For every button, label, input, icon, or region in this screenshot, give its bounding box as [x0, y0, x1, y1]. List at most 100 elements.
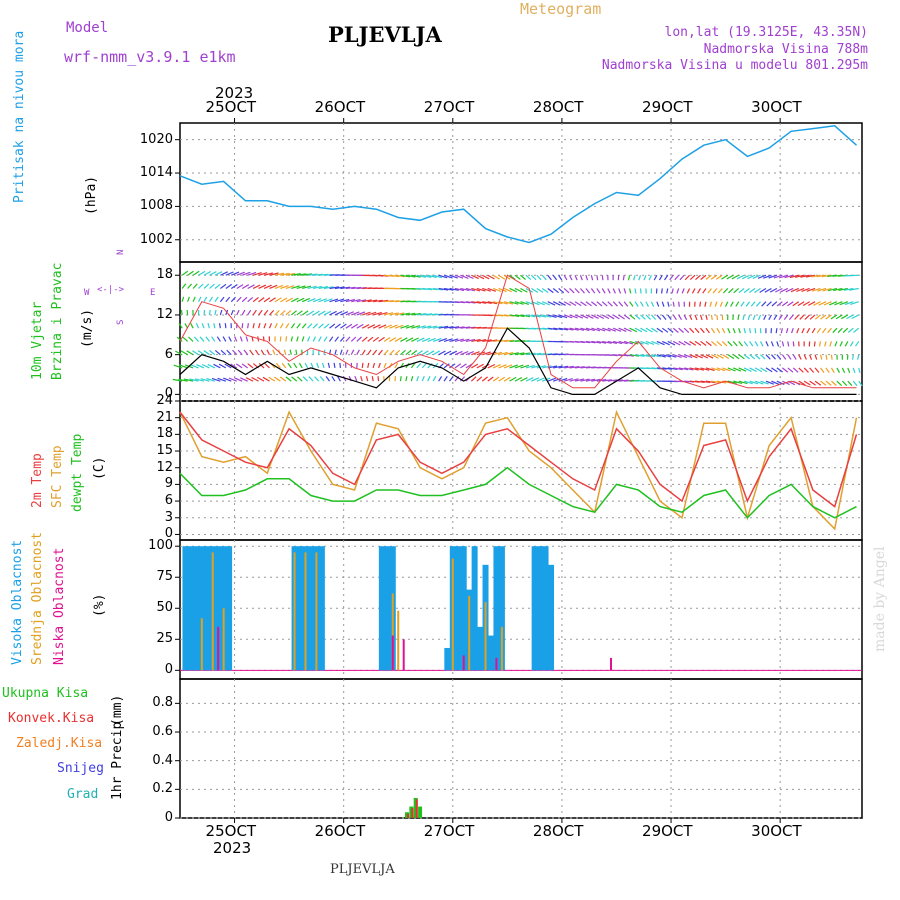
wind-barb [460, 350, 469, 356]
wind-barb [173, 364, 183, 369]
wind-barb [792, 354, 797, 360]
wind-barb [757, 274, 767, 279]
wind-barb [716, 340, 723, 347]
wind-barb [295, 349, 298, 355]
wind-barb [312, 285, 323, 290]
compass-w: W [84, 288, 90, 298]
wind-barb [712, 288, 718, 294]
wind-barb [694, 380, 705, 383]
wind-barb [503, 376, 511, 382]
high-cloud-bar [297, 546, 304, 671]
wind-barb [618, 340, 628, 345]
wind-unit: (m/s) [80, 308, 95, 348]
wind-barb [302, 376, 309, 382]
wind-barb [247, 309, 252, 316]
wind-barb [433, 287, 443, 291]
wind-barb [633, 275, 636, 281]
wind-barb [302, 273, 312, 276]
wind-barb [749, 341, 754, 347]
wind-barb [481, 376, 488, 382]
wind-barb [459, 376, 466, 382]
wind-barb [705, 327, 710, 334]
wind-barb [722, 367, 731, 372]
wind-barb [580, 378, 590, 382]
wind-barb [214, 283, 221, 289]
wind-barb [684, 367, 694, 371]
wind-barb [732, 327, 736, 334]
wind-barb [661, 314, 667, 320]
wind-barb [203, 283, 210, 289]
top-year-label: 2023 [215, 84, 254, 102]
wind-barb [830, 367, 835, 374]
wind-barb [607, 379, 618, 382]
wind-barb [822, 327, 827, 334]
wind-barb [697, 288, 702, 294]
pressure-unit: (hPa) [84, 175, 99, 215]
wind-barb [743, 380, 753, 385]
wind-barb [296, 323, 301, 329]
wind-barb [230, 363, 238, 369]
wind-barb [673, 367, 683, 371]
wind-barb [742, 274, 750, 280]
pressure-line [179, 125, 857, 244]
wind-barb [803, 380, 811, 386]
wind-barb [798, 367, 804, 373]
wind-barb [618, 379, 629, 382]
wind-label: 10m Vjetar [30, 301, 45, 380]
wind-barb [228, 377, 237, 382]
wind-barb [839, 341, 843, 347]
wind-barb [476, 376, 483, 382]
wind-barb [806, 327, 811, 334]
wind-barb [329, 298, 339, 303]
wind-barb [596, 314, 605, 320]
wind-barb [766, 301, 772, 307]
wind-barb [759, 341, 764, 347]
mid-cloud-bar [468, 595, 471, 671]
wind-barb [285, 285, 295, 290]
wind-barb [383, 324, 393, 329]
wind-barb [814, 354, 818, 360]
wind-barb [842, 327, 849, 334]
wind-barb [514, 314, 525, 318]
wind-barb [629, 314, 636, 320]
wind-barb [745, 301, 751, 307]
wind-barb [181, 296, 185, 302]
wind-barb [684, 274, 691, 281]
wind-barb [831, 380, 837, 386]
watermark: made by Angel [872, 546, 888, 653]
wind-barb [704, 301, 707, 307]
wind-barb [709, 301, 712, 307]
wind-barb [785, 287, 794, 293]
wind-barb [740, 301, 745, 307]
wind-barb [274, 284, 284, 290]
wind-barb [226, 349, 232, 356]
y-tick-label: 1002 [139, 231, 173, 247]
bottom-x-tick-label: 30OCT [751, 822, 802, 840]
wind-barb [378, 336, 385, 342]
wind-barb [482, 301, 492, 304]
wind-barb [558, 288, 565, 294]
wind-barb [339, 362, 342, 368]
wind-barb [230, 296, 236, 303]
y-tick-label: 18 [156, 426, 173, 442]
wind-barb [339, 336, 345, 342]
wind-barb [716, 367, 726, 372]
wind-barb [236, 309, 240, 316]
wind-barb [383, 300, 394, 303]
high-cloud-bar [226, 546, 233, 671]
wind-barb [784, 274, 794, 279]
wind-barb [410, 350, 418, 356]
wind-barb [780, 328, 783, 334]
wind-barb [852, 367, 856, 373]
wind-barb [482, 339, 492, 343]
wind-barb [421, 375, 425, 382]
wind-barb [454, 287, 465, 292]
wind-barb [612, 327, 622, 332]
wind-barb [296, 376, 303, 382]
wind-barb [378, 349, 383, 356]
wind-barb [801, 287, 810, 292]
wind-barb [416, 362, 422, 369]
panel-frame [179, 400, 863, 541]
wind-barb [623, 340, 634, 345]
wind-barb [438, 287, 449, 291]
